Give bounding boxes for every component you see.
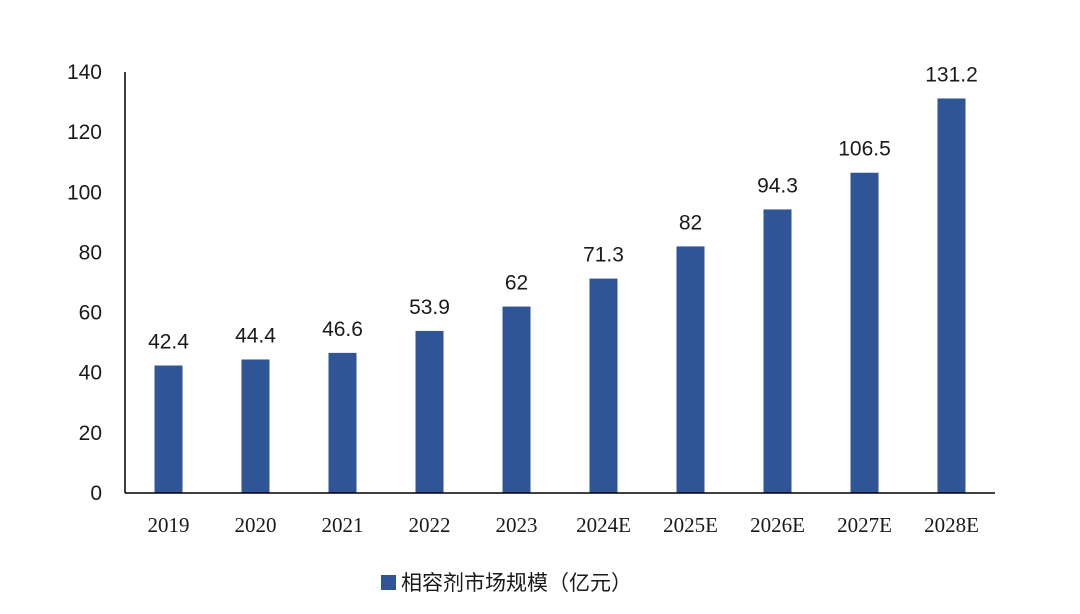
bar — [589, 278, 618, 493]
bar — [676, 246, 705, 493]
y-tick-label: 60 — [79, 302, 102, 325]
data-label: 71.3 — [583, 244, 624, 267]
y-tick-label: 100 — [67, 181, 102, 204]
data-label: 106.5 — [838, 138, 891, 161]
y-tick-label: 140 — [67, 61, 102, 84]
data-label: 46.6 — [322, 318, 363, 341]
x-tick-label: 2023 — [496, 513, 538, 537]
x-tick-label: 2021 — [322, 513, 364, 537]
y-tick-label: 80 — [79, 241, 102, 264]
data-label: 131.2 — [925, 63, 978, 86]
data-label: 62 — [505, 272, 528, 295]
legend: 相容剂市场规模（亿元） — [381, 571, 632, 595]
bar — [241, 359, 270, 493]
data-labels: 42.4 44.4 46.6 53.9 62 71.3 82 94.3 106.5 131.2 — [148, 63, 978, 353]
bar — [502, 306, 531, 493]
y-tick-label: 40 — [79, 362, 102, 385]
x-tick-label: 2022 — [409, 513, 451, 537]
legend-label: 相容剂市场规模（亿元） — [401, 571, 632, 595]
bar — [850, 172, 879, 493]
bar — [328, 352, 357, 493]
bar — [763, 209, 792, 493]
x-tick-label: 2026E — [750, 513, 805, 537]
y-axis: 0 20 40 60 80 100 120 140 — [67, 61, 126, 505]
y-tick-label: 120 — [67, 121, 102, 144]
x-tick-label: 2028E — [924, 513, 979, 537]
x-tick-label: 2027E — [837, 513, 892, 537]
x-tick-label: 2019 — [148, 513, 190, 537]
data-label: 94.3 — [757, 174, 798, 197]
x-tick-label: 2025E — [663, 513, 718, 537]
bar — [937, 98, 966, 493]
data-label: 53.9 — [409, 296, 450, 319]
x-tick-label: 2020 — [235, 513, 277, 537]
x-tick-label: 2024E — [576, 513, 631, 537]
x-axis: 2019 2020 2021 2022 2023 2024E 2025E 2026E 2027E… — [125, 492, 995, 537]
data-label: 44.4 — [235, 324, 276, 347]
data-label: 82 — [679, 211, 702, 234]
bars — [154, 98, 966, 493]
y-tick-label: 20 — [79, 422, 102, 445]
legend-swatch — [381, 575, 396, 590]
data-label: 42.4 — [148, 330, 189, 353]
bar — [154, 365, 183, 493]
bar — [415, 330, 444, 493]
y-tick-label: 0 — [90, 482, 102, 505]
